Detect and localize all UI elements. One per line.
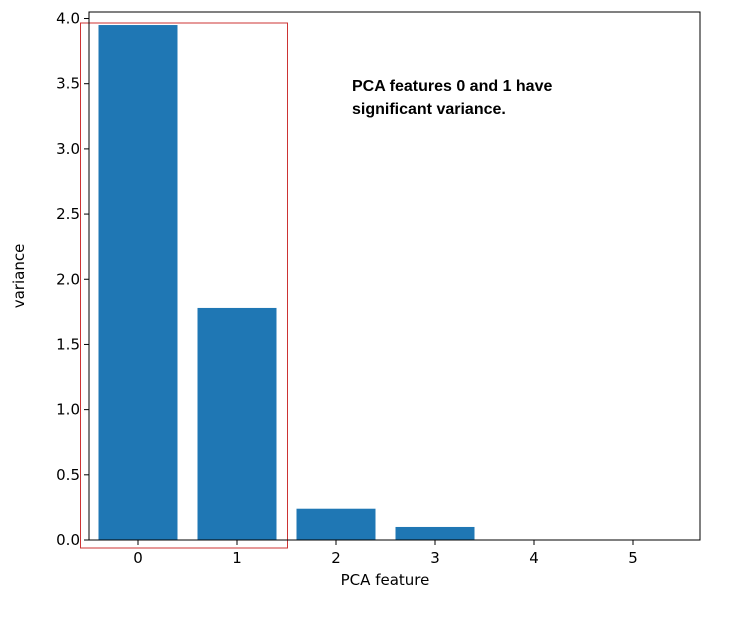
x-axis-label: PCA feature bbox=[341, 571, 430, 589]
bars bbox=[98, 25, 475, 540]
y-tick-label: 2.5 bbox=[56, 205, 80, 223]
plot-frame bbox=[88, 11, 701, 541]
x-tick-label: 1 bbox=[232, 549, 242, 567]
annotation-line-2: significant variance. bbox=[352, 101, 506, 118]
axes bbox=[88, 11, 701, 541]
y-tick-label: 0.5 bbox=[56, 466, 80, 484]
y-tick-label: 3.0 bbox=[56, 140, 80, 158]
y-ticks: 0.0 0.5 1.0 1.5 2.0 2.5 3.0 3.5 4.0 bbox=[56, 10, 89, 549]
x-tick-label: 5 bbox=[628, 549, 638, 567]
x-tick-label: 0 bbox=[133, 549, 143, 567]
y-tick-label: 2.0 bbox=[56, 270, 80, 288]
y-tick-label: 0.0 bbox=[56, 531, 80, 549]
y-axis-label: variance bbox=[10, 244, 28, 309]
y-tick-label: 3.5 bbox=[56, 75, 80, 93]
annotation-line-1: PCA features 0 and 1 have bbox=[352, 78, 552, 95]
x-ticks: 0 1 2 3 4 5 bbox=[133, 540, 638, 567]
y-tick-label: 1.5 bbox=[56, 335, 80, 353]
bar-0 bbox=[98, 25, 178, 540]
highlight-box bbox=[80, 22, 288, 549]
y-tick-label: 4.0 bbox=[56, 10, 80, 28]
x-tick-label: 2 bbox=[331, 549, 341, 567]
plot-area bbox=[89, 12, 700, 540]
x-tick-label: 4 bbox=[529, 549, 539, 567]
bar-1 bbox=[197, 307, 277, 540]
bar-2 bbox=[296, 508, 376, 540]
x-tick-label: 3 bbox=[430, 549, 440, 567]
bar-3 bbox=[395, 526, 475, 540]
y-tick-label: 1.0 bbox=[56, 401, 80, 419]
